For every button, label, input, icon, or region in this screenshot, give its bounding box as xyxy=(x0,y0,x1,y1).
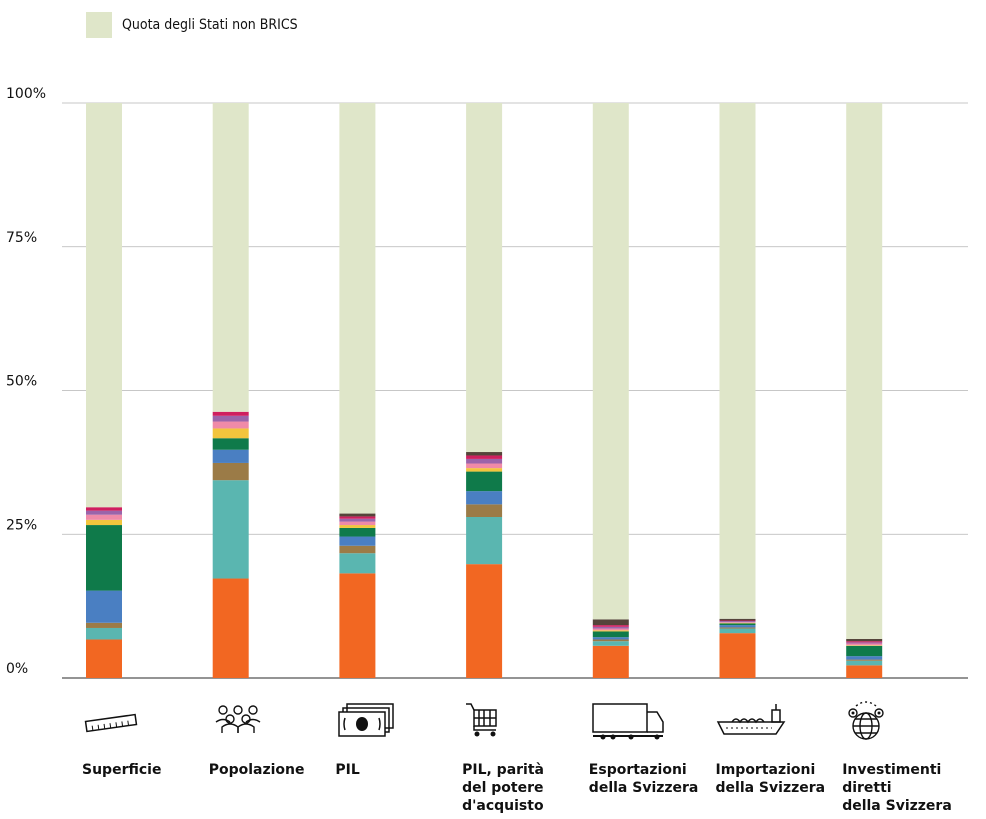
y-tick-label: 75% xyxy=(6,230,37,246)
x-tick-label: Popolazione xyxy=(208,762,305,778)
bar-segment-brics-5 xyxy=(212,438,249,450)
bar-segment-brics-2 xyxy=(212,480,249,579)
bar-segment-brics-1 xyxy=(339,573,376,678)
bar-segment-brics-4 xyxy=(846,656,883,660)
bar-segment-non-brics xyxy=(212,103,249,412)
bar-segment-brics-1 xyxy=(466,564,503,678)
bar-segment-brics-7 xyxy=(719,622,756,623)
bar-segment-brics-3 xyxy=(86,622,122,628)
bar-segment-brics-3 xyxy=(719,627,756,629)
bar-segment-brics-9 xyxy=(846,641,883,643)
bar-segment-brics-1 xyxy=(592,645,629,678)
stacked-bar-chart: 0% 25% 50% 75% 100% xyxy=(6,86,968,679)
bar-segment-brics-10 xyxy=(592,619,629,626)
bar-segment-brics-8 xyxy=(846,642,883,644)
bar-segment-brics-7 xyxy=(846,643,883,646)
bar-segment-non-brics xyxy=(86,103,122,508)
y-tick-label: 25% xyxy=(6,517,37,533)
shopping-cart-icon xyxy=(462,700,522,749)
bar-segment-brics-5 xyxy=(86,525,122,591)
bar-segment-brics-10 xyxy=(719,618,756,621)
bar-segment-brics-8 xyxy=(212,415,249,422)
bar-segment-brics-9 xyxy=(466,455,503,459)
x-tick-label: PIL xyxy=(335,762,360,778)
bar-segment-brics-6 xyxy=(846,645,883,646)
bar-segment-brics-4 xyxy=(212,449,249,463)
y-tick-label: 50% xyxy=(6,374,37,390)
bar-segment-brics-9 xyxy=(592,625,629,627)
y-tick-label: 100% xyxy=(6,86,46,102)
banknotes-icon xyxy=(335,700,395,749)
bar-segment-brics-7 xyxy=(592,628,629,631)
x-tick-label: Investimenti diretti della Svizzera xyxy=(842,762,952,814)
bar-segment-brics-4 xyxy=(592,637,629,640)
bar-segment-brics-5 xyxy=(339,527,376,537)
bar-segment-brics-1 xyxy=(212,578,249,678)
bar-segment-brics-3 xyxy=(339,545,376,554)
bar-segment-brics-5 xyxy=(592,631,629,638)
x-tick-label: PIL, parità del potere d'acquisto xyxy=(462,762,544,814)
x-tick-label: Importazioni della Svizzera xyxy=(715,762,826,796)
bar-segment-brics-6 xyxy=(592,630,629,632)
bar-segment-brics-8 xyxy=(86,510,122,515)
bar-segment-brics-7 xyxy=(339,521,376,526)
bar-segment-brics-9 xyxy=(719,620,756,622)
bar-segment-brics-8 xyxy=(339,518,376,522)
bar-segment-brics-7 xyxy=(86,514,122,520)
bar-segment-non-brics xyxy=(466,103,503,453)
y-tick-label: 0% xyxy=(6,661,28,677)
bar-segment-brics-10 xyxy=(466,452,503,456)
bar-segment-brics-2 xyxy=(339,553,376,574)
bar-segment-brics-5 xyxy=(466,471,503,492)
bar-segment-brics-2 xyxy=(592,641,629,646)
bar-segment-brics-2 xyxy=(466,517,503,565)
bar-segment-brics-2 xyxy=(846,660,883,666)
bar-segment-brics-3 xyxy=(212,462,249,481)
bar-segment-brics-6 xyxy=(466,468,503,472)
bar-segment-brics-6 xyxy=(86,519,122,526)
x-tick-label: Superficie xyxy=(82,762,162,778)
truck-icon xyxy=(589,700,667,749)
bar-segment-brics-7 xyxy=(466,463,503,469)
bar-segment-brics-4 xyxy=(86,590,122,623)
bar-segment-brics-10 xyxy=(846,638,883,642)
bar-segment-brics-3 xyxy=(846,659,883,661)
bar-segment-brics-3 xyxy=(466,504,503,517)
globe-investment-icon xyxy=(842,700,902,749)
bar-segment-brics-9 xyxy=(212,411,249,416)
bar-segment-non-brics xyxy=(339,103,376,514)
population-icon xyxy=(209,700,269,749)
bar-segment-brics-1 xyxy=(719,633,756,678)
bar-segment-non-brics xyxy=(846,103,883,639)
bar-segment-brics-3 xyxy=(592,639,629,642)
legend-swatch xyxy=(86,12,112,38)
bar-segment-non-brics xyxy=(719,103,756,619)
legend: Quota degli Stati non BRICS xyxy=(86,12,298,38)
bar-segment-non-brics xyxy=(592,103,629,620)
bar-segment-brics-10 xyxy=(339,513,376,517)
bar-segment-brics-6 xyxy=(719,622,756,624)
bar-segment-brics-7 xyxy=(212,421,249,429)
bar-segment-brics-4 xyxy=(339,536,376,546)
bar-segment-brics-5 xyxy=(719,623,756,626)
legend-label: Quota degli Stati non BRICS xyxy=(122,17,298,33)
bar-segment-brics-9 xyxy=(339,516,376,519)
bar-segment-brics-2 xyxy=(719,628,756,634)
bar-segment-brics-4 xyxy=(719,625,756,628)
bar-segment-brics-1 xyxy=(846,665,883,678)
bar-segment-brics-2 xyxy=(86,627,122,640)
bar-segment-brics-6 xyxy=(212,428,249,439)
bar-segment-brics-8 xyxy=(466,458,503,464)
ruler-icon xyxy=(82,700,142,749)
bar-segment-brics-4 xyxy=(466,491,503,505)
bar-segment-brics-1 xyxy=(86,639,122,678)
bar-segment-brics-8 xyxy=(592,626,629,629)
bar-segment-brics-5 xyxy=(846,645,883,657)
bar-segment-brics-9 xyxy=(86,507,122,511)
bar-segment-brics-6 xyxy=(339,525,376,528)
x-tick-label: Esportazioni della Svizzera xyxy=(588,762,699,796)
bar-segment-brics-8 xyxy=(719,621,756,623)
cargo-ship-icon xyxy=(716,700,794,749)
